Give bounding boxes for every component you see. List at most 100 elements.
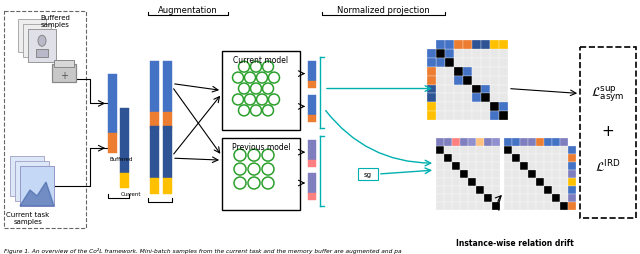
FancyBboxPatch shape (536, 194, 544, 202)
FancyBboxPatch shape (460, 163, 468, 170)
FancyBboxPatch shape (460, 154, 468, 163)
FancyBboxPatch shape (150, 61, 159, 113)
FancyBboxPatch shape (476, 139, 484, 147)
Text: Buffered: Buffered (109, 156, 132, 162)
FancyBboxPatch shape (544, 202, 552, 210)
FancyBboxPatch shape (520, 194, 528, 202)
FancyBboxPatch shape (520, 163, 528, 170)
FancyBboxPatch shape (492, 202, 500, 210)
FancyBboxPatch shape (454, 50, 463, 58)
FancyBboxPatch shape (452, 163, 460, 170)
FancyBboxPatch shape (468, 147, 476, 154)
FancyBboxPatch shape (463, 50, 472, 58)
FancyBboxPatch shape (504, 139, 512, 147)
FancyBboxPatch shape (476, 186, 484, 194)
FancyBboxPatch shape (499, 58, 508, 67)
FancyBboxPatch shape (28, 30, 56, 62)
FancyBboxPatch shape (499, 112, 508, 121)
Text: Previous model: Previous model (232, 143, 291, 152)
FancyBboxPatch shape (528, 170, 536, 178)
Text: Normalized projection: Normalized projection (337, 6, 429, 15)
FancyBboxPatch shape (490, 76, 499, 85)
FancyBboxPatch shape (463, 76, 472, 85)
FancyBboxPatch shape (436, 85, 445, 94)
FancyBboxPatch shape (436, 41, 445, 50)
FancyBboxPatch shape (463, 85, 472, 94)
FancyBboxPatch shape (427, 58, 436, 67)
FancyBboxPatch shape (504, 147, 512, 154)
FancyBboxPatch shape (512, 170, 520, 178)
FancyBboxPatch shape (452, 186, 460, 194)
FancyBboxPatch shape (520, 154, 528, 163)
FancyBboxPatch shape (444, 139, 452, 147)
FancyBboxPatch shape (552, 139, 560, 147)
FancyBboxPatch shape (163, 61, 172, 113)
FancyBboxPatch shape (452, 154, 460, 163)
FancyBboxPatch shape (544, 186, 552, 194)
FancyBboxPatch shape (460, 202, 468, 210)
Circle shape (250, 62, 262, 73)
FancyBboxPatch shape (552, 178, 560, 186)
FancyBboxPatch shape (308, 96, 316, 116)
FancyBboxPatch shape (568, 163, 576, 170)
FancyBboxPatch shape (528, 147, 536, 154)
FancyBboxPatch shape (520, 147, 528, 154)
FancyBboxPatch shape (445, 112, 454, 121)
FancyBboxPatch shape (512, 186, 520, 194)
FancyBboxPatch shape (436, 76, 445, 85)
FancyBboxPatch shape (10, 156, 44, 196)
FancyBboxPatch shape (452, 178, 460, 186)
FancyBboxPatch shape (460, 178, 468, 186)
FancyBboxPatch shape (18, 20, 46, 53)
FancyBboxPatch shape (463, 58, 472, 67)
FancyBboxPatch shape (544, 154, 552, 163)
FancyBboxPatch shape (436, 112, 445, 121)
Circle shape (262, 164, 274, 175)
FancyBboxPatch shape (308, 173, 316, 193)
FancyBboxPatch shape (536, 202, 544, 210)
FancyBboxPatch shape (560, 147, 568, 154)
FancyBboxPatch shape (499, 50, 508, 58)
FancyBboxPatch shape (568, 178, 576, 186)
FancyBboxPatch shape (445, 41, 454, 50)
FancyBboxPatch shape (454, 76, 463, 85)
FancyBboxPatch shape (512, 139, 520, 147)
FancyBboxPatch shape (463, 41, 472, 50)
FancyBboxPatch shape (23, 25, 51, 57)
FancyBboxPatch shape (472, 50, 481, 58)
FancyBboxPatch shape (499, 103, 508, 112)
FancyBboxPatch shape (444, 147, 452, 154)
FancyBboxPatch shape (452, 202, 460, 210)
FancyBboxPatch shape (536, 147, 544, 154)
FancyBboxPatch shape (222, 139, 300, 210)
FancyBboxPatch shape (484, 154, 492, 163)
FancyBboxPatch shape (484, 163, 492, 170)
Text: $\mathcal{L}^{\mathrm{sup}}_{\mathrm{asym}}$: $\mathcal{L}^{\mathrm{sup}}_{\mathrm{asy… (591, 84, 625, 104)
FancyBboxPatch shape (454, 112, 463, 121)
FancyBboxPatch shape (512, 147, 520, 154)
FancyBboxPatch shape (536, 170, 544, 178)
FancyBboxPatch shape (552, 170, 560, 178)
FancyBboxPatch shape (512, 202, 520, 210)
FancyBboxPatch shape (544, 163, 552, 170)
FancyBboxPatch shape (468, 170, 476, 178)
Circle shape (262, 150, 274, 162)
FancyBboxPatch shape (520, 186, 528, 194)
FancyBboxPatch shape (490, 85, 499, 94)
FancyBboxPatch shape (20, 166, 54, 206)
FancyBboxPatch shape (490, 41, 499, 50)
FancyBboxPatch shape (536, 178, 544, 186)
FancyBboxPatch shape (444, 163, 452, 170)
FancyBboxPatch shape (504, 186, 512, 194)
FancyBboxPatch shape (28, 30, 56, 62)
FancyBboxPatch shape (490, 112, 499, 121)
FancyBboxPatch shape (476, 178, 484, 186)
FancyBboxPatch shape (560, 163, 568, 170)
Circle shape (234, 150, 246, 162)
FancyBboxPatch shape (512, 163, 520, 170)
FancyBboxPatch shape (120, 109, 129, 173)
Text: Current model: Current model (234, 55, 289, 65)
Circle shape (232, 73, 243, 84)
FancyBboxPatch shape (472, 41, 481, 50)
FancyBboxPatch shape (560, 202, 568, 210)
